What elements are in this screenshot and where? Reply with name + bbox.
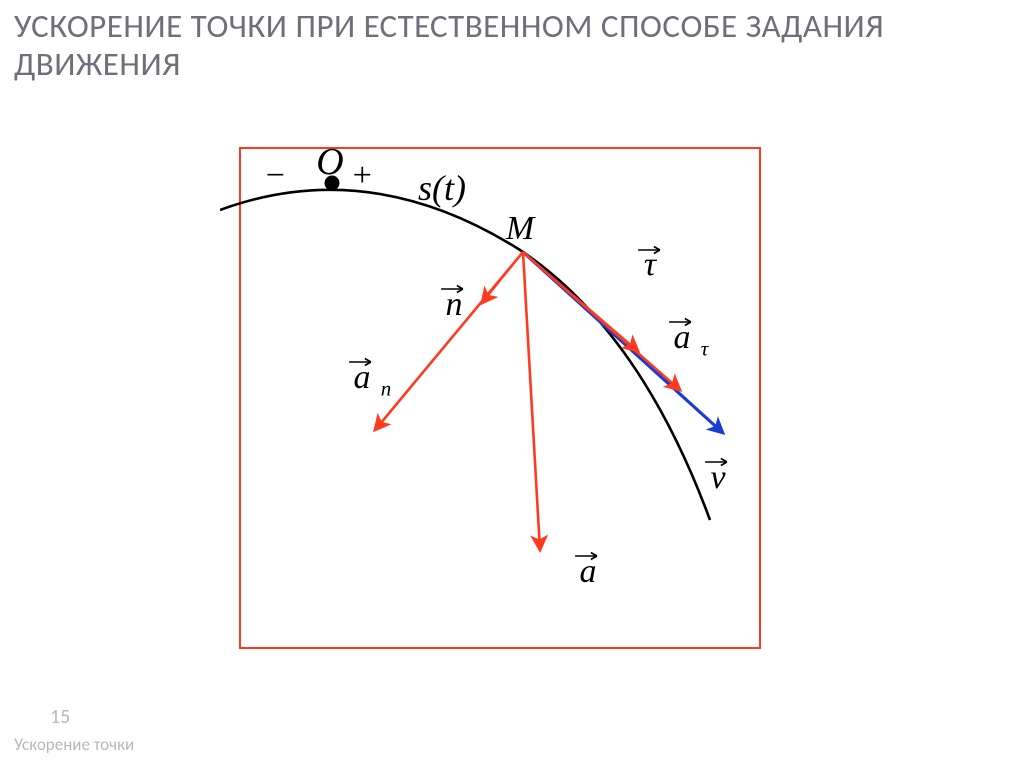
- svg-text:O: O: [316, 141, 343, 183]
- svg-text:−: −: [264, 157, 287, 194]
- svg-text:M: M: [505, 210, 536, 247]
- svg-text:+: +: [351, 157, 374, 194]
- label-O: O: [316, 141, 343, 183]
- svg-text:s(t): s(t): [418, 168, 466, 208]
- label-s_t: s(t): [418, 168, 466, 208]
- svg-text:n: n: [381, 376, 392, 400]
- page-title: УСКОРЕНИЕ ТОЧКИ ПРИ ЕСТЕСТВЕННОМ СПОСОБЕ…: [14, 8, 1004, 84]
- page-number: 15: [50, 705, 70, 729]
- diagram-container: −O+s(t)Mτnaτanva: [220, 130, 780, 670]
- label-M: M: [505, 210, 536, 247]
- diagram-svg: −O+s(t)Mτnaτanva: [220, 130, 780, 665]
- label-minus: −: [264, 157, 287, 194]
- footer-caption: Ускорение точки: [14, 734, 134, 755]
- label-plus: +: [351, 157, 374, 194]
